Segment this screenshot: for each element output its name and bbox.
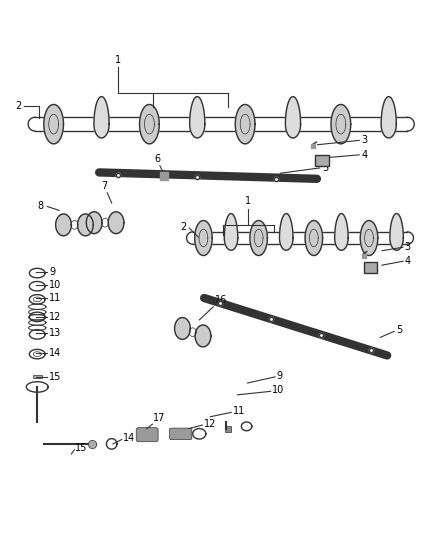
Polygon shape — [195, 325, 211, 347]
Polygon shape — [335, 214, 348, 251]
FancyBboxPatch shape — [170, 428, 192, 440]
Polygon shape — [286, 96, 300, 138]
Text: 4: 4 — [361, 150, 367, 160]
Text: 14: 14 — [123, 433, 135, 443]
Polygon shape — [279, 214, 293, 251]
Text: 14: 14 — [49, 348, 61, 358]
Text: 11: 11 — [49, 293, 61, 303]
Text: 10: 10 — [272, 385, 285, 395]
Text: 1: 1 — [115, 55, 121, 65]
Text: 15: 15 — [49, 372, 61, 382]
Text: 13: 13 — [49, 328, 61, 338]
Text: 12: 12 — [49, 312, 61, 322]
Polygon shape — [390, 214, 403, 251]
Text: 5: 5 — [396, 325, 402, 335]
Polygon shape — [250, 221, 267, 255]
Text: 4: 4 — [405, 256, 411, 266]
Polygon shape — [235, 104, 255, 144]
Polygon shape — [175, 318, 191, 340]
FancyArrowPatch shape — [204, 298, 387, 356]
Text: 9: 9 — [49, 266, 55, 277]
Text: 11: 11 — [233, 406, 245, 416]
Text: 9: 9 — [277, 371, 283, 381]
Polygon shape — [360, 221, 378, 255]
Text: 17: 17 — [153, 413, 166, 423]
Text: 2: 2 — [16, 101, 22, 111]
Polygon shape — [108, 212, 124, 233]
Bar — [364, 262, 377, 273]
Text: 12: 12 — [204, 419, 216, 429]
Text: 10: 10 — [49, 280, 61, 290]
Polygon shape — [224, 214, 238, 251]
Text: 7: 7 — [101, 181, 107, 191]
Polygon shape — [56, 214, 71, 236]
Text: 3: 3 — [361, 135, 367, 146]
Bar — [315, 155, 328, 166]
Polygon shape — [44, 104, 64, 144]
Polygon shape — [331, 104, 351, 144]
FancyArrowPatch shape — [99, 172, 317, 179]
Text: 16: 16 — [215, 295, 227, 305]
Polygon shape — [381, 96, 396, 138]
Text: 8: 8 — [38, 201, 44, 212]
FancyBboxPatch shape — [136, 427, 158, 442]
Polygon shape — [86, 212, 102, 233]
Polygon shape — [190, 96, 205, 138]
Polygon shape — [305, 221, 322, 255]
Polygon shape — [78, 214, 93, 236]
Bar — [33, 375, 42, 378]
Text: 5: 5 — [322, 163, 328, 173]
Text: 6: 6 — [155, 155, 161, 165]
Text: 15: 15 — [74, 443, 87, 453]
Text: 2: 2 — [180, 222, 186, 232]
Text: 3: 3 — [405, 242, 411, 252]
Polygon shape — [195, 221, 212, 255]
Polygon shape — [94, 96, 109, 138]
Polygon shape — [140, 104, 159, 144]
Text: 1: 1 — [245, 196, 251, 206]
